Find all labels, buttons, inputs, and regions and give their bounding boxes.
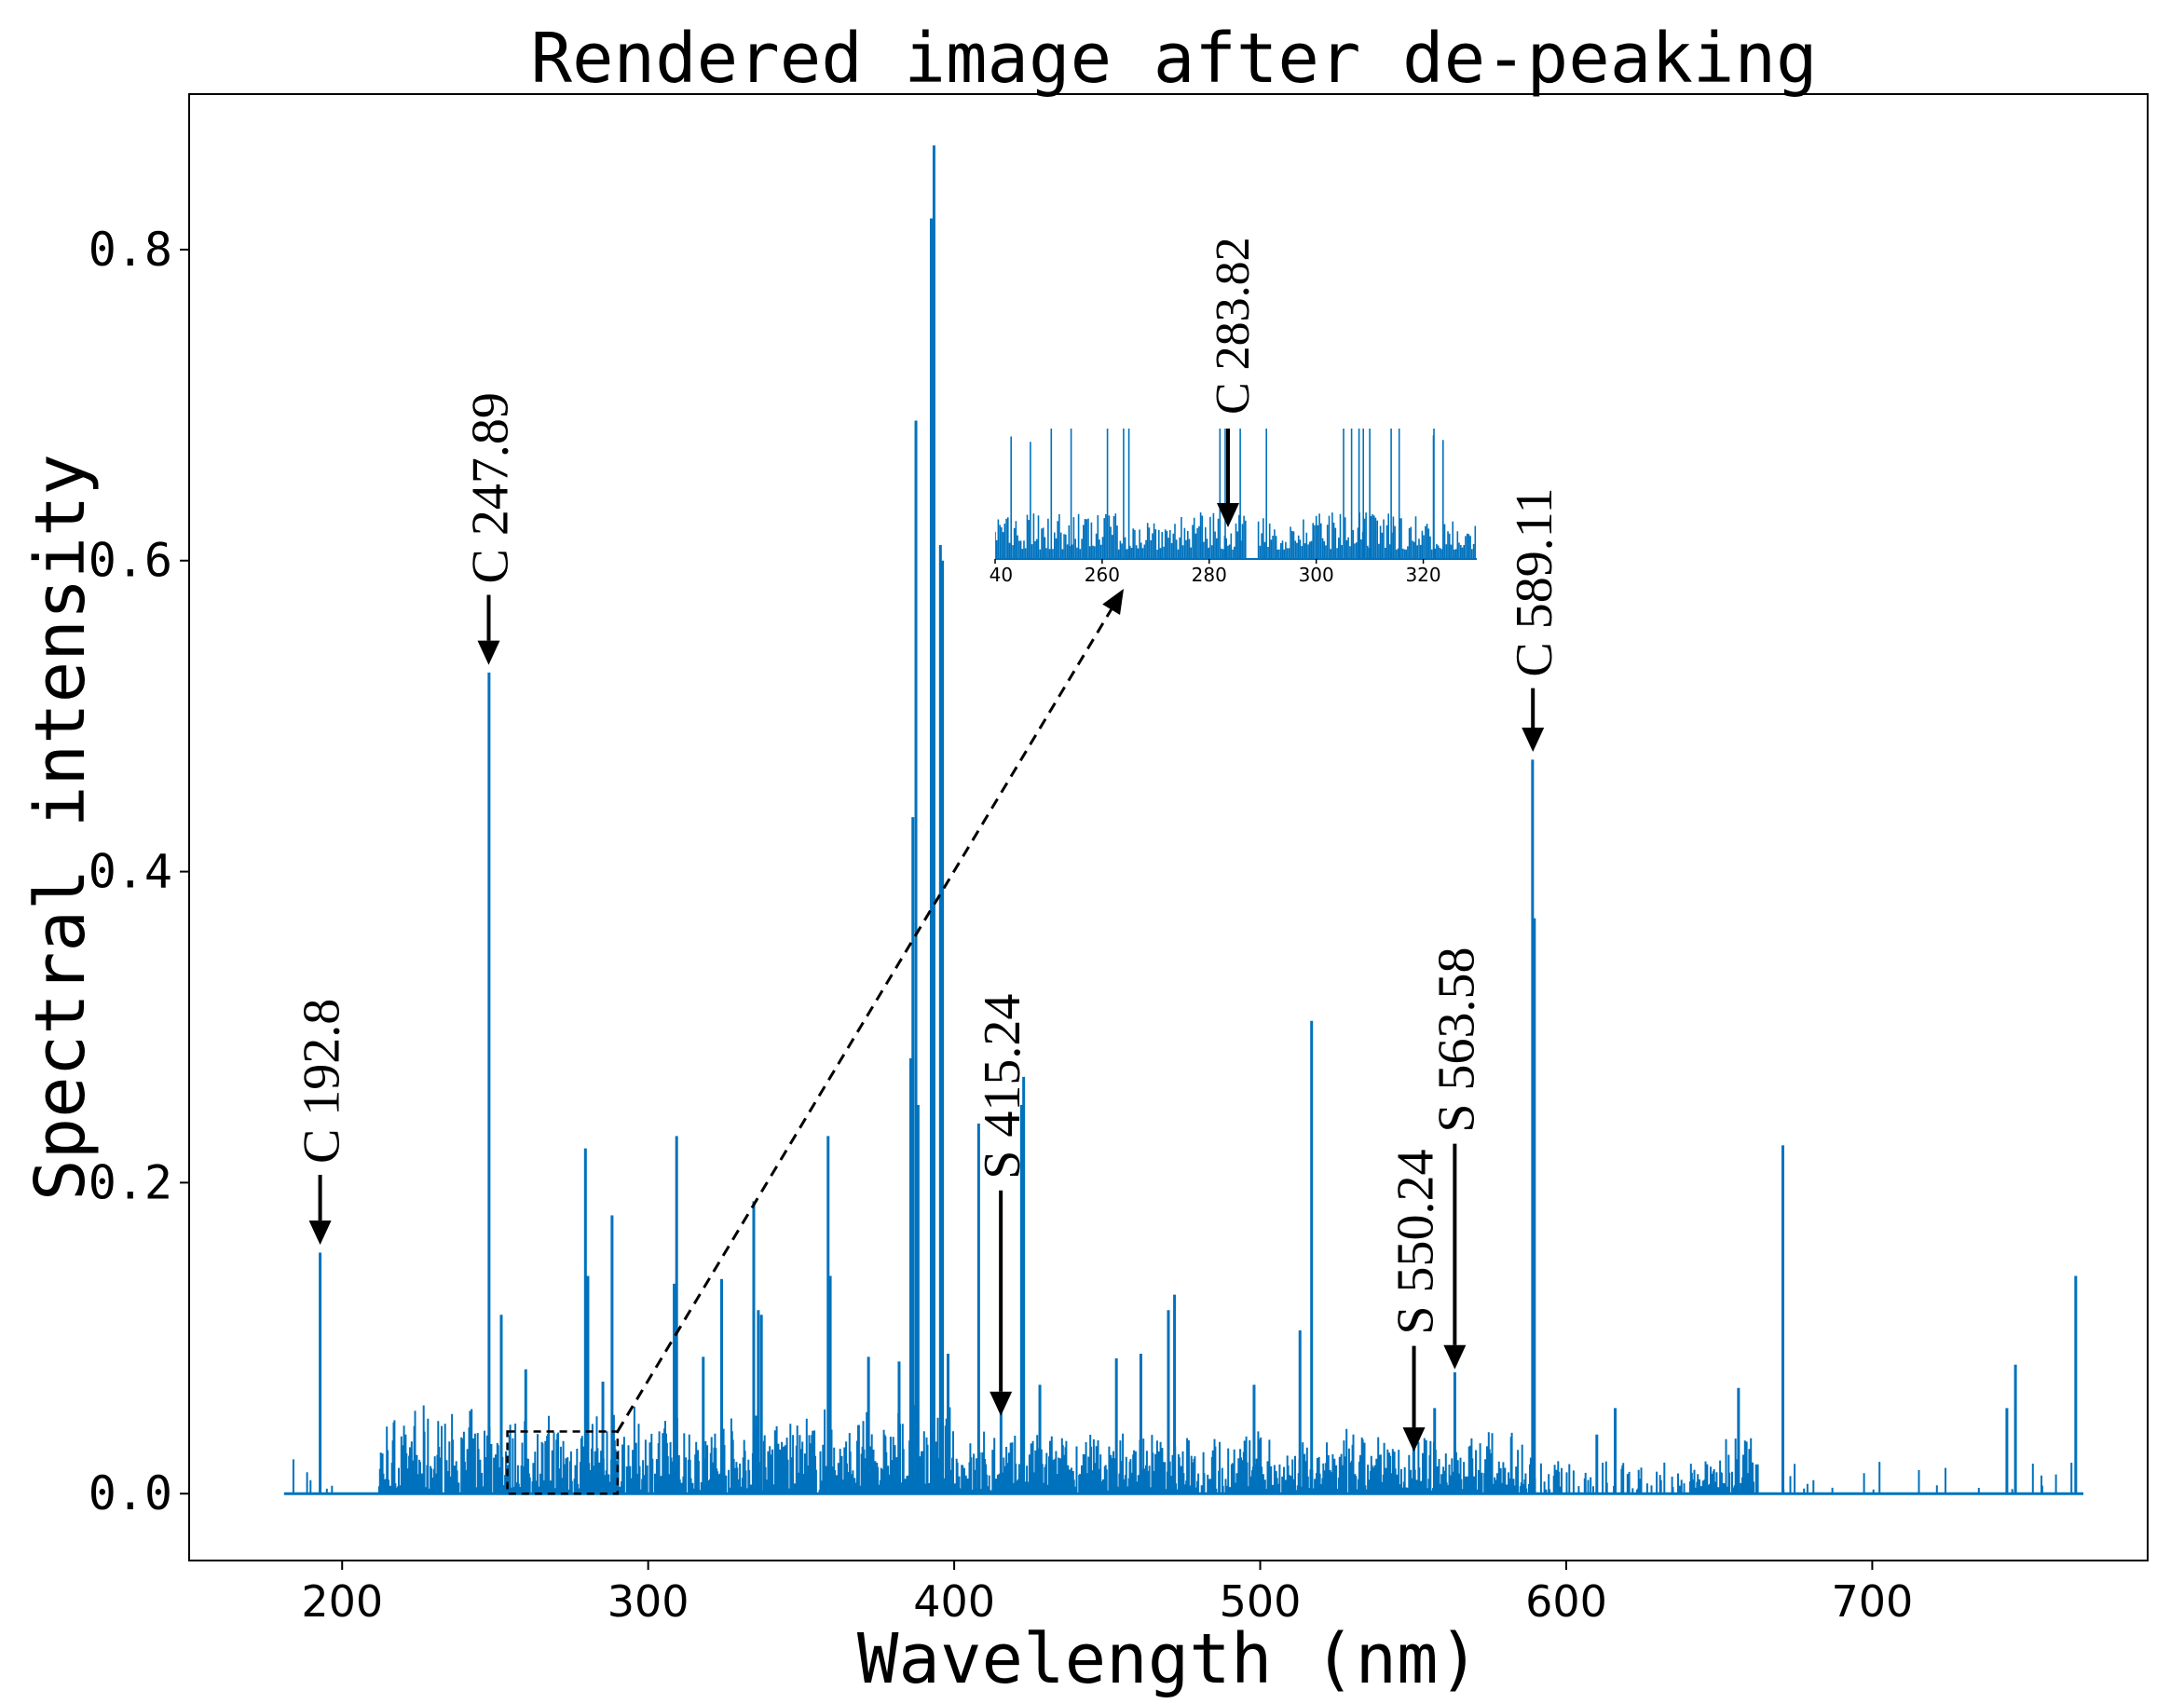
- inset-spectrum: [995, 429, 1477, 559]
- peak-annotation-0: C 192.8: [293, 999, 351, 1246]
- y-axis: 0.0 0.2 0.4 0.6 0.8: [89, 223, 189, 1520]
- x-tick-label-400: 400: [913, 1576, 995, 1627]
- peak-annotation-1: C 247.89: [462, 392, 520, 665]
- peak-annotation-3: S 550.24: [1387, 1150, 1445, 1452]
- inset-x-tick-label-280: 280: [1192, 564, 1227, 586]
- spectrum-noise: [292, 1405, 2073, 1494]
- zoom-connector-arrow: [616, 588, 1126, 1433]
- inset-x-tick-label-320: 320: [1405, 564, 1440, 586]
- plot-frame: [188, 93, 2149, 1561]
- inset-annotation-label: C 283.82: [1207, 237, 1260, 415]
- x-axis: 200 300 400 500 600 700: [301, 1561, 1913, 1627]
- spectrum-series: [283, 145, 2084, 1495]
- x-axis-label: Wavelength (nm): [857, 1619, 1480, 1699]
- annotation-label-0: C 192.8: [293, 999, 351, 1164]
- annotation-arrow-head: [1402, 1427, 1426, 1452]
- inset-annotation: C 283.82: [1207, 237, 1260, 527]
- x-tick-label-500: 500: [1220, 1576, 1302, 1627]
- annotation-label-2: S 415.24: [974, 994, 1031, 1179]
- annotation-arrow-head: [1443, 1344, 1467, 1370]
- annotation-label-3: S 550.24: [1387, 1150, 1445, 1335]
- y-tick-label-0.2: 0.2: [89, 1155, 172, 1209]
- x-tick-label-600: 600: [1525, 1576, 1607, 1627]
- annotation-arrow-head: [477, 640, 500, 665]
- annotation-label-5: C 589.11: [1506, 487, 1563, 676]
- annotation-arrow-head: [990, 1391, 1013, 1416]
- x-tick-label-200: 200: [301, 1576, 383, 1627]
- y-tick-label-0.4: 0.4: [89, 845, 172, 899]
- chart-title: Rendered image after de-peaking: [530, 19, 1817, 99]
- y-axis-label: Spectral intensity: [20, 454, 101, 1201]
- zoom-region-box: [506, 1430, 620, 1495]
- inset-x-tick-label-240: 240: [977, 564, 1013, 586]
- x-tick-label-700: 700: [1832, 1576, 1914, 1627]
- peak-annotation-4: S 563.58: [1427, 947, 1485, 1370]
- peak-annotation-2: S 415.24: [974, 994, 1031, 1416]
- inset-x-tick-label-300: 300: [1299, 564, 1334, 586]
- y-tick-label-0.0: 0.0: [89, 1466, 172, 1520]
- inset-x-tick-label-260: 260: [1085, 564, 1120, 586]
- peak-annotation-5: C 589.11: [1506, 487, 1563, 753]
- y-tick-label-0.6: 0.6: [89, 534, 172, 588]
- annotation-arrow-head: [1522, 728, 1545, 753]
- annotation-label-1: C 247.89: [462, 392, 520, 583]
- annotation-arrow-head: [308, 1220, 332, 1246]
- x-tick-label-300: 300: [607, 1576, 689, 1627]
- inset-chart: 240 260 280 300 320 C 283.82: [977, 237, 1477, 586]
- y-tick-label-0.8: 0.8: [89, 223, 172, 277]
- annotation-label-4: S 563.58: [1427, 947, 1485, 1133]
- peak-annotations: C 192.8 C 247.89 S 415.24 S 550.24 S 563.58 C…: [293, 392, 1563, 1452]
